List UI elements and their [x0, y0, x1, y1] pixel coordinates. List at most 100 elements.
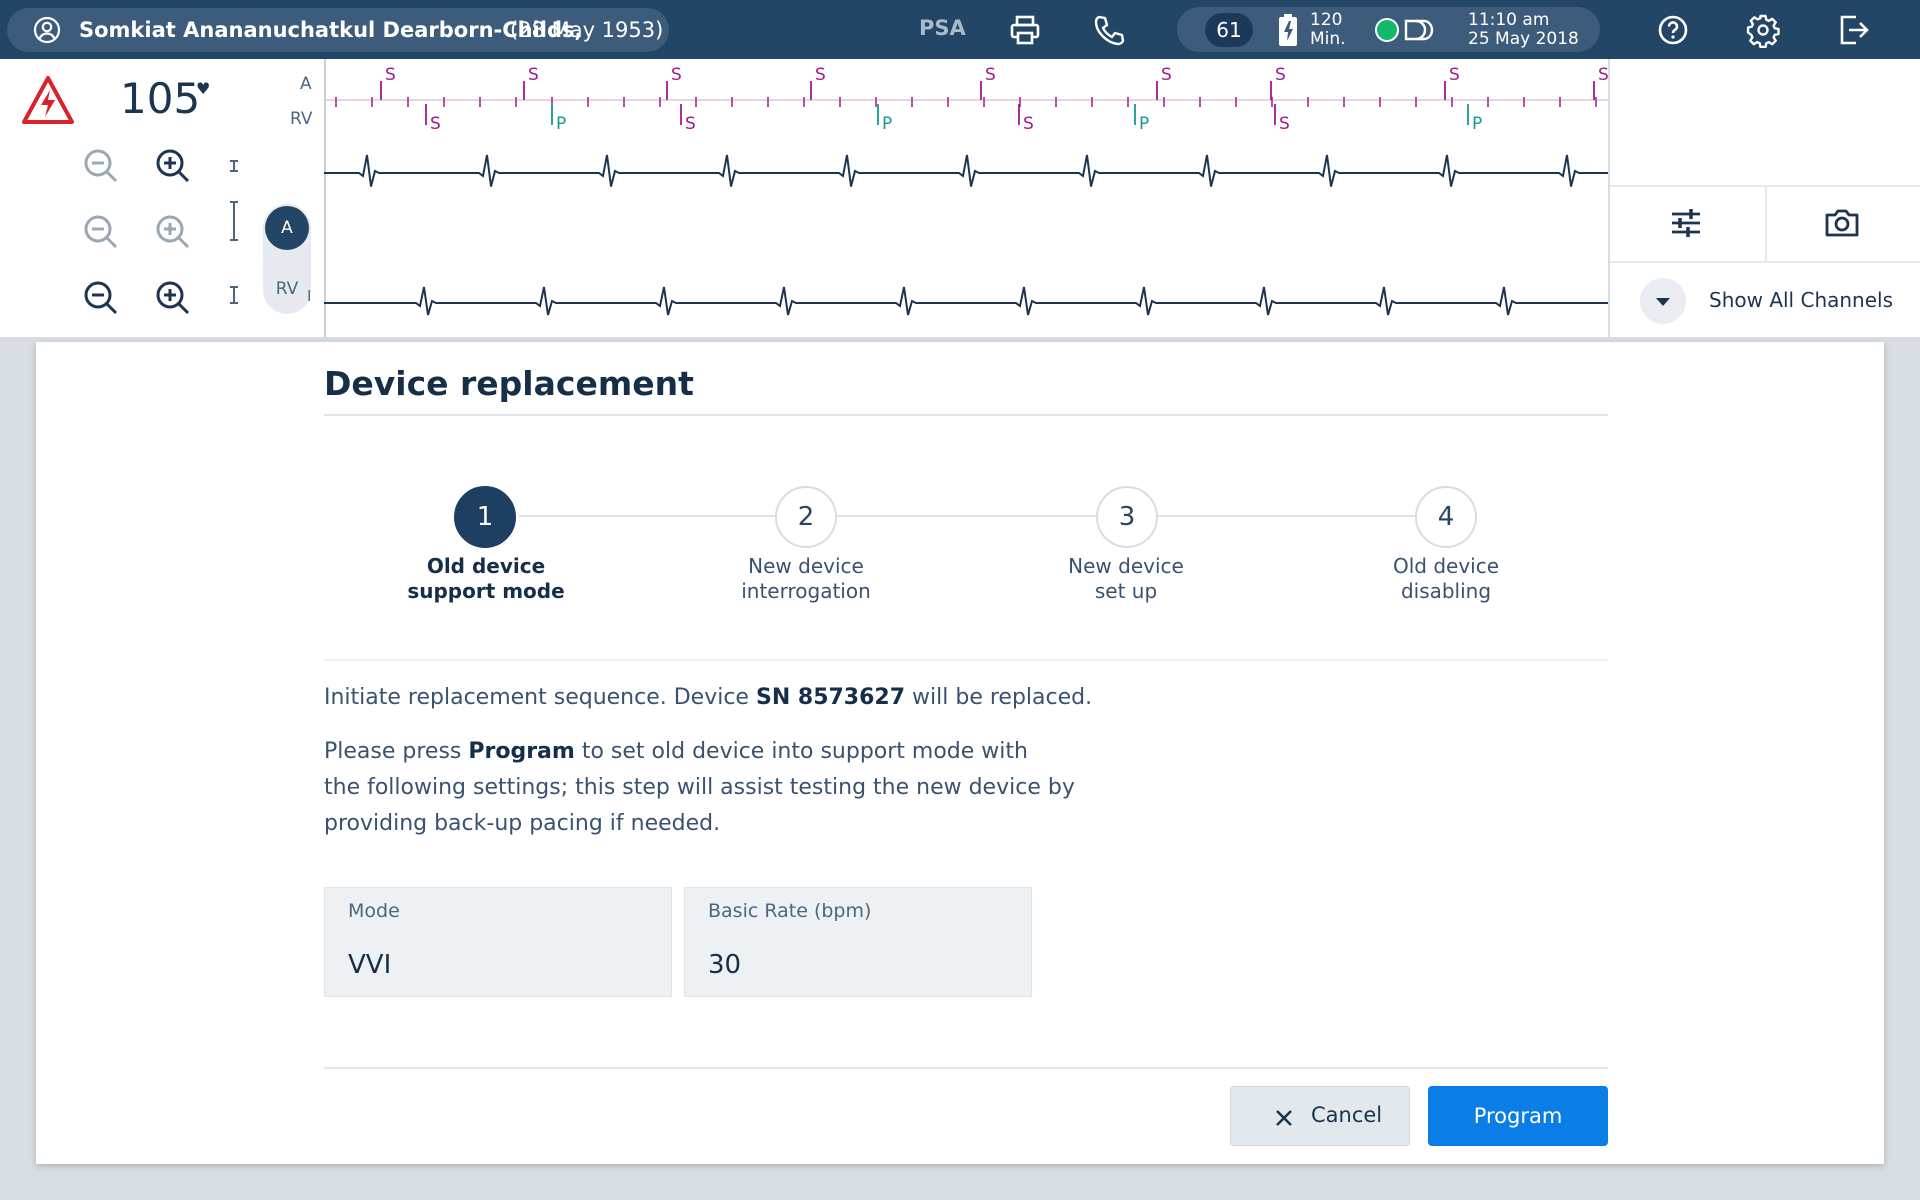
sense-marker-label: S: [430, 114, 441, 134]
expand-button[interactable]: [1640, 278, 1686, 324]
cancel-label: Cancel: [1311, 1103, 1383, 1127]
user-icon: [33, 16, 61, 44]
step-1-label: Old device support mode: [366, 554, 606, 604]
instruction-part: Please press: [324, 739, 469, 764]
sense-marker-label: S: [671, 65, 682, 85]
step-label-line: Old device: [426, 554, 546, 578]
zoom-out-icon[interactable]: [81, 212, 121, 252]
phone-icon[interactable]: [1091, 12, 1127, 48]
lead-label: I: [307, 287, 312, 305]
help-icon[interactable]: [1655, 12, 1691, 48]
chevron-down-icon: [1656, 298, 1670, 306]
gain-medium-icon: [230, 286, 238, 304]
printer-icon[interactable]: [1007, 12, 1043, 48]
sense-marker-label: S: [385, 65, 396, 85]
pace-marker-label: P: [1472, 114, 1482, 134]
gain-large-icon: [230, 201, 238, 241]
session-type: PSA: [919, 16, 966, 40]
battery-unit: Min.: [1310, 29, 1346, 49]
field-value: 30: [708, 950, 742, 980]
step-2-circle: 2: [775, 486, 837, 548]
marker-channel: S S S S S S S S S S P S P S P S P: [324, 65, 1608, 134]
time: 11:10 am: [1468, 10, 1550, 30]
top-bar: Somkiat Anananuchatkul Dearborn-Childs, …: [0, 0, 1920, 59]
step-2-label: New device interrogation: [686, 554, 926, 604]
instruction-part: to set old device into support mode with: [574, 739, 1028, 764]
divider: [1610, 261, 1920, 263]
cancel-button[interactable]: Cancel: [1230, 1086, 1410, 1146]
intro-text-part: will be replaced.: [905, 685, 1093, 710]
channel-a-button[interactable]: A: [265, 206, 309, 250]
patient-pill[interactable]: Somkiat Anananuchatkul Dearborn-Childs, …: [7, 8, 669, 52]
zoom-in-icon[interactable]: [153, 146, 193, 186]
egm-waveforms: S S S S S S S S S S P S P S P S P: [324, 65, 1608, 316]
divider: [1610, 185, 1920, 187]
zoom-in-icon[interactable]: [153, 212, 193, 252]
status-pill: 61 120 Min. 11:10 am 25 May 2018: [1177, 7, 1600, 52]
egm-strip: 105 ♥ A RV A RV I S S S S S S S S: [0, 59, 1920, 337]
date-time: 11:10 am 25 May 2018: [1468, 11, 1579, 49]
gear-icon[interactable]: [1745, 12, 1781, 48]
exit-icon[interactable]: [1836, 12, 1872, 48]
sense-marker-label: S: [1161, 65, 1172, 85]
sense-marker-label: S: [1598, 65, 1608, 85]
step-3-circle: 3: [1096, 486, 1158, 548]
dialog-title: Device replacement: [324, 364, 694, 403]
instruction-text: Please press Program to set old device i…: [324, 734, 1075, 842]
sliders-icon[interactable]: [1660, 197, 1712, 249]
device-replacement-dialog: Device replacement 1 2 3 4 Old device su…: [36, 342, 1884, 1164]
show-all-channels-label: Show All Channels: [1709, 288, 1894, 312]
patient-dob: (28 May 1953): [510, 18, 664, 42]
program-keyword: Program: [468, 739, 575, 764]
step-label-line: Old device: [1392, 554, 1500, 578]
gain-small-icon: [230, 160, 238, 172]
step-label-line: interrogation: [741, 579, 871, 603]
field-label: Basic Rate (bpm): [708, 900, 872, 922]
sense-marker-label: S: [528, 65, 539, 85]
channel-rv-button[interactable]: RV: [275, 279, 299, 299]
date: 25 May 2018: [1468, 29, 1579, 49]
field-value: VVI: [348, 950, 392, 980]
sense-marker-label: S: [985, 65, 996, 85]
heart-icon: ♥: [196, 79, 211, 98]
step-4-circle: 4: [1415, 486, 1477, 548]
zoom-out-icon[interactable]: [81, 278, 121, 318]
battery-icon: [1279, 14, 1297, 46]
marker-label-a: A: [300, 74, 312, 94]
warning-shock-icon: [22, 76, 74, 124]
egm-traces: [324, 154, 1608, 316]
instruction-line: providing back-up pacing if needed.: [324, 811, 721, 836]
marker-label-rv: RV: [290, 109, 313, 129]
egm-trace: [324, 154, 1608, 187]
stepper-line: [1321, 515, 1451, 517]
stepper-line: [519, 515, 1321, 517]
program-button[interactable]: Program: [1428, 1086, 1608, 1146]
sense-marker-label: S: [815, 65, 826, 85]
instruction-line: the following settings; this step will a…: [324, 775, 1075, 800]
connection-icon: [1375, 18, 1399, 42]
step-label-line: support mode: [407, 579, 565, 603]
instruction-line: Please press Program to set old device i…: [324, 734, 1075, 770]
step-label-line: New device: [748, 554, 864, 578]
pace-marker-label: P: [1139, 114, 1149, 134]
waveform-separator: [324, 59, 326, 337]
divider: [324, 659, 1608, 661]
patient-name: Somkiat Anananuchatkul Dearborn-Childs,: [79, 18, 583, 42]
step-label-line: disabling: [1400, 579, 1492, 603]
divider: [324, 414, 1608, 416]
battery-readout: 120 Min.: [1310, 11, 1346, 49]
battery-value: 120: [1310, 10, 1343, 30]
channel-toggle[interactable]: A RV: [263, 204, 311, 314]
zoom-out-icon[interactable]: [81, 146, 121, 186]
field-label: Mode: [348, 900, 400, 922]
intro-text: Initiate replacement sequence. Device SN…: [324, 680, 1092, 716]
intro-text-part: Initiate replacement sequence. Device: [324, 685, 756, 710]
step-3-label: New device set up: [1006, 554, 1246, 604]
zoom-in-icon[interactable]: [153, 278, 193, 318]
step-label-line: set up: [1094, 579, 1158, 603]
mode-field: Mode VVI: [324, 887, 672, 997]
sense-marker-label: S: [1023, 114, 1034, 134]
camera-icon[interactable]: [1816, 197, 1868, 249]
step-1-circle: 1: [454, 486, 516, 548]
pace-marker-label: P: [882, 114, 892, 134]
